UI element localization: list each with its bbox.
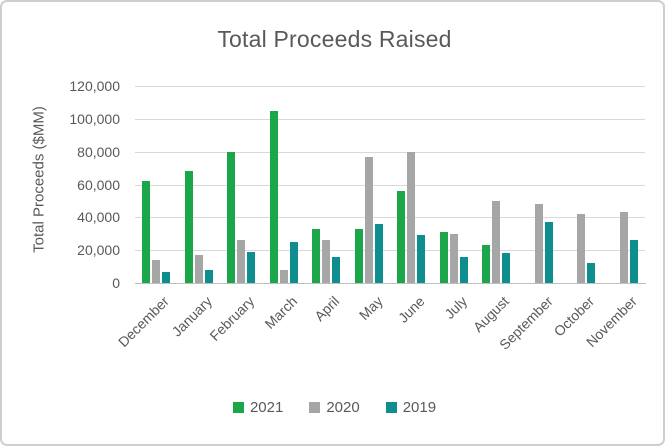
bar-2019-february: [247, 252, 256, 283]
bar-2019-november: [629, 240, 638, 283]
bar-2019-june: [417, 235, 426, 283]
bar-2021-december: [142, 181, 151, 283]
bar-2020-may: [364, 157, 373, 283]
bar-2019-october: [587, 263, 596, 283]
gridline: [135, 119, 645, 120]
plot-area: [135, 86, 645, 283]
bar-2021-august: [482, 245, 491, 283]
bar-2020-february: [237, 240, 246, 283]
bar-2020-july: [449, 234, 458, 283]
bar-2019-april: [332, 257, 341, 283]
bar-2020-december: [152, 260, 161, 283]
gridline: [135, 185, 645, 186]
bar-2020-august: [492, 201, 501, 283]
x-tick-label: March: [261, 293, 301, 332]
bar-2020-march: [279, 270, 288, 283]
bar-group-july: [433, 86, 476, 283]
legend-label-2021: 2021: [249, 399, 284, 416]
bar-2021-february: [227, 152, 236, 283]
x-tick-label: May: [355, 293, 386, 324]
gridline: [135, 86, 645, 87]
gridline: [135, 217, 645, 218]
y-tick-label: 120,000: [69, 78, 120, 94]
x-tick-label: April: [311, 293, 343, 325]
bar-2019-september: [544, 222, 553, 283]
legend-item-2019: 2019: [385, 399, 437, 416]
bar-group-may: [348, 86, 391, 283]
bar-2020-june: [407, 152, 416, 283]
bar-2020-april: [322, 240, 331, 283]
x-tick-label: February: [206, 293, 258, 344]
bar-2019-december: [162, 272, 171, 283]
legend-swatch-2021: [232, 402, 244, 413]
x-tick-label: December: [115, 293, 173, 350]
bar-2019-march: [289, 242, 298, 283]
bar-2020-october: [577, 214, 586, 283]
bar-2021-june: [397, 191, 406, 283]
bar-group-january: [178, 86, 221, 283]
bar-2021-april: [312, 229, 321, 283]
legend-label-2020: 2020: [326, 399, 360, 416]
y-tick-label: 100,000: [69, 111, 120, 127]
x-tick-label: July: [441, 293, 471, 322]
gridline: [135, 250, 645, 251]
bar-group-april: [305, 86, 348, 283]
legend-item-2020: 2020: [309, 399, 360, 416]
bar-group-march: [263, 86, 306, 283]
bar-2021-may: [354, 229, 363, 283]
bar-group-september: [518, 86, 561, 283]
x-axis-line: [135, 283, 646, 284]
gridline: [135, 152, 645, 153]
bar-2021-july: [439, 232, 448, 283]
x-tick-label: June: [394, 293, 428, 326]
y-tick-label: 60,000: [77, 177, 120, 193]
bar-2019-august: [502, 253, 511, 283]
bar-group-december: [135, 86, 178, 283]
legend-swatch-2020: [309, 402, 321, 413]
y-tick-label: 20,000: [77, 242, 120, 258]
bar-group-august: [475, 86, 518, 283]
x-tick-label: August: [470, 293, 513, 336]
bar-group-february: [220, 86, 263, 283]
bar-2020-september: [534, 204, 543, 283]
bar-groups: [135, 86, 645, 283]
bar-group-june: [390, 86, 433, 283]
bar-group-october: [560, 86, 603, 283]
bar-2019-january: [204, 270, 213, 283]
legend-label-2019: 2019: [402, 399, 437, 416]
y-tick-label: 80,000: [77, 144, 120, 160]
chart-title: Total Proceeds Raised: [217, 26, 452, 52]
bar-2020-january: [194, 255, 203, 283]
legend: 2021 2020 2019: [2, 399, 663, 416]
bar-2019-july: [459, 257, 468, 283]
legend-item-2021: 2021: [232, 399, 284, 416]
bar-2020-november: [619, 212, 628, 283]
y-tick-label: 40,000: [77, 209, 120, 225]
bar-2021-march: [269, 111, 278, 283]
bar-group-november: [603, 86, 646, 283]
bar-2019-may: [374, 224, 383, 283]
bar-2021-january: [184, 171, 193, 283]
legend-swatch-2019: [385, 402, 397, 413]
y-tick-label: 0: [112, 275, 120, 291]
